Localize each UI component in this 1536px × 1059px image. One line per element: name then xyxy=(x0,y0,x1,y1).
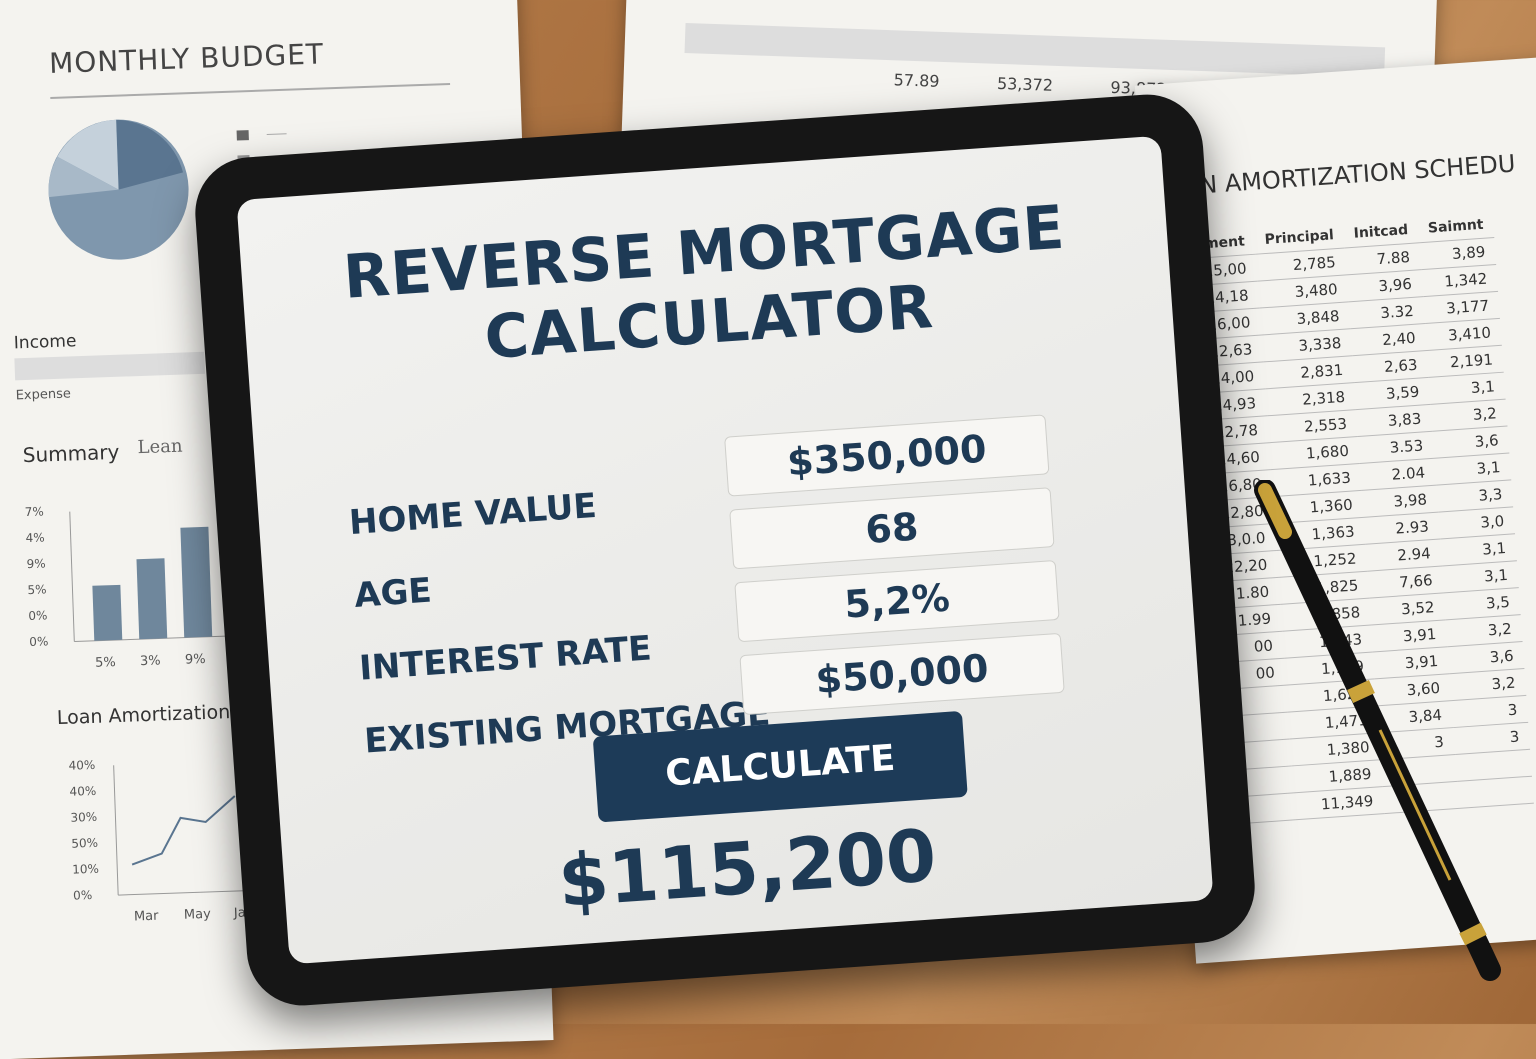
legend-line xyxy=(266,133,287,135)
axis-label: 30% xyxy=(70,809,98,825)
bar-svg xyxy=(69,511,230,642)
section-label: Loan Amortization xyxy=(56,701,231,730)
pen-clip xyxy=(1378,729,1452,881)
pie-slice xyxy=(116,119,183,190)
calculator-screen: REVERSE MORTGAGE CALCULATOR HOME VALUE $3… xyxy=(236,135,1214,965)
field-label: INTEREST RATE xyxy=(358,628,653,689)
field-input[interactable]: 5,2% xyxy=(734,559,1060,643)
result: $115,200 xyxy=(555,813,939,924)
rule xyxy=(50,83,451,99)
field-input[interactable]: 68 xyxy=(729,487,1055,570)
field-input[interactable]: $50,000 xyxy=(739,632,1065,716)
pen-ring xyxy=(1459,922,1487,946)
field-label: AGE xyxy=(352,570,433,616)
axis-label: 0% xyxy=(72,888,93,903)
legend-swatch xyxy=(236,130,249,141)
axis-label: 9% xyxy=(184,651,206,668)
axis-label: 0% xyxy=(29,634,49,650)
budget-paper: MONTHLY BUDGET Income Expense Summary Le… xyxy=(0,0,554,1059)
bar-shape xyxy=(180,526,213,638)
axis-label: Mar xyxy=(133,908,159,925)
pie-graphic xyxy=(48,119,287,260)
field-label: HOME VALUE xyxy=(347,485,598,544)
axis-label: May xyxy=(183,906,212,923)
trend-line xyxy=(131,795,236,866)
axis-label: 50% xyxy=(71,835,99,851)
row-label: Income xyxy=(13,331,77,354)
axis-label: 5% xyxy=(94,655,116,671)
tablet: REVERSE MORTGAGE CALCULATOR HOME VALUE $3… xyxy=(191,90,1259,1010)
row-label: Expense xyxy=(15,386,72,404)
note: Lean xyxy=(137,435,183,459)
axis-label: 4% xyxy=(25,530,45,546)
bar-shape xyxy=(92,584,123,641)
pie-slice xyxy=(57,119,119,190)
pie-slice xyxy=(48,156,119,198)
axis-label: 40% xyxy=(69,783,97,799)
pen-body xyxy=(1254,480,1501,981)
axis-label: 7% xyxy=(24,504,45,520)
axis-label: 5% xyxy=(27,582,47,598)
axis-label: 40% xyxy=(68,757,96,773)
section-label: Summary xyxy=(22,439,120,468)
axis xyxy=(69,511,75,642)
row-shade xyxy=(684,22,1386,78)
pen-tip xyxy=(1258,483,1292,539)
total-cell: 57.89 xyxy=(893,70,940,91)
axis-label: 9% xyxy=(26,556,46,572)
pen-ring xyxy=(1347,679,1375,704)
axis xyxy=(113,765,119,896)
axis-label: 0% xyxy=(28,608,48,624)
axis-label: 10% xyxy=(72,861,100,877)
axis-label: 3% xyxy=(139,653,161,670)
total-cell: 53,372 xyxy=(996,73,1054,95)
pen xyxy=(1254,480,1501,981)
bar-graphic: 7% 4% 9% 5% 0% 0% 5% 3% 9% xyxy=(24,504,230,673)
bar-shape xyxy=(136,558,168,640)
field-input[interactable]: $350,000 xyxy=(724,414,1050,497)
row-shade xyxy=(14,351,206,381)
paper-title: MONTHLY BUDGET xyxy=(48,37,325,80)
